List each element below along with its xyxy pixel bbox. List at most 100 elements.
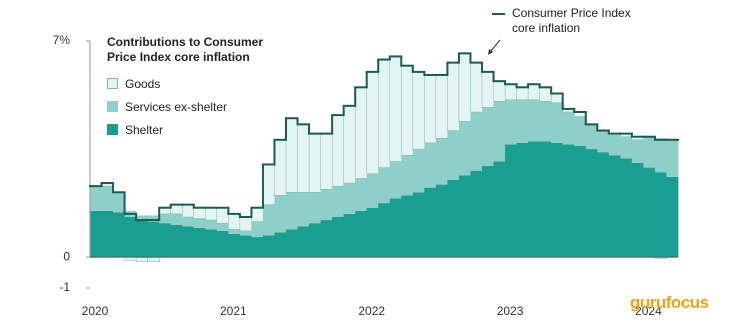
area-segment [389,161,402,199]
area-segment [90,186,102,211]
area-segment [528,99,541,142]
area-segment [320,220,333,258]
area-segment [332,186,345,217]
area-segment [470,62,483,113]
y-tick-label: 0 [63,249,70,263]
area-segment [101,210,114,258]
area-segment [424,142,437,188]
areas [90,53,679,263]
area-segment [401,65,414,156]
y-tick-label: 7% [53,33,71,47]
legend-items: Goods Services ex-shelter Shelter [107,72,267,141]
area-segment [366,207,379,258]
legend-label: Services ex-shelter [125,99,228,114]
area-segment [435,184,448,258]
area-segment [181,204,195,218]
area-segment [182,216,195,227]
area-segment [447,130,460,180]
area-segment [251,237,264,258]
area-segment [539,101,552,142]
area-segment [585,124,598,150]
area-segment [113,212,125,258]
area-segment [331,114,345,187]
area-segment [309,223,321,258]
legend-swatch [107,78,118,89]
area-segment [458,121,471,176]
area-segment [597,152,610,258]
x-tick-label: 2024 [635,304,662,318]
area-segment [631,162,644,258]
area-segment [435,138,448,185]
area-segment [447,179,460,258]
area-segment [424,74,437,144]
x-tick-label: 2021 [220,304,247,318]
area-segment [274,195,287,233]
area-segment [308,133,322,193]
area-segment [470,170,483,258]
area-segment [170,213,183,225]
watermark: gurufocus [630,293,709,312]
area-segment [493,101,506,162]
area-segment [539,141,552,258]
area-segment [90,210,102,258]
area-segment [136,220,149,258]
legend-item: Goods [107,72,267,95]
area-segment [309,192,321,224]
area-segment [262,204,275,236]
area-segment [182,226,195,258]
line-legend: Consumer Price Index core inflation [512,6,631,35]
area-segment [205,229,218,258]
area-segment [470,112,483,171]
area-segment [193,227,206,258]
area-segment [135,256,149,263]
area-segment [597,130,610,153]
area-segment [447,62,460,131]
area-segment [170,204,183,215]
area-segment [539,87,552,102]
legend-swatch [107,124,118,135]
area-segment [505,144,517,258]
area-segment [481,71,495,108]
arrow-head [488,49,493,55]
area-segment [458,53,472,122]
area-segment [101,186,114,211]
area-segment [654,172,667,258]
area-segment [654,138,667,173]
area-segment [505,99,517,145]
area-segment [147,221,160,258]
area-segment [354,87,368,179]
area-segment [239,216,253,232]
area-segment [285,117,299,193]
area-segment [216,207,230,224]
area-segment [251,221,264,238]
area-segment [147,215,160,222]
area-segment [147,256,160,263]
area-segment [262,164,276,205]
area-segment [251,207,264,222]
area-segment [631,139,644,163]
area-segment [355,210,368,258]
legend-label: Goods [125,76,161,91]
area-segment [458,175,471,258]
area-segment [366,173,379,208]
area-segment [343,183,356,214]
x-tick-label: 2020 [82,304,109,318]
area-segment [482,107,494,167]
area-segment [377,59,391,168]
area-segment [562,112,575,145]
area-segment [574,145,587,258]
area-segment [585,149,598,258]
area-segment [228,213,241,230]
area-segment [193,207,206,219]
area-segment [355,178,368,211]
area-segment [378,203,391,258]
area-segment [666,139,679,177]
area-segment [574,116,587,146]
y-tick-label: -1 [59,280,70,294]
area-segment [516,87,529,100]
area-segment [320,133,333,190]
area-segment [136,215,149,221]
area-segment [113,193,125,213]
